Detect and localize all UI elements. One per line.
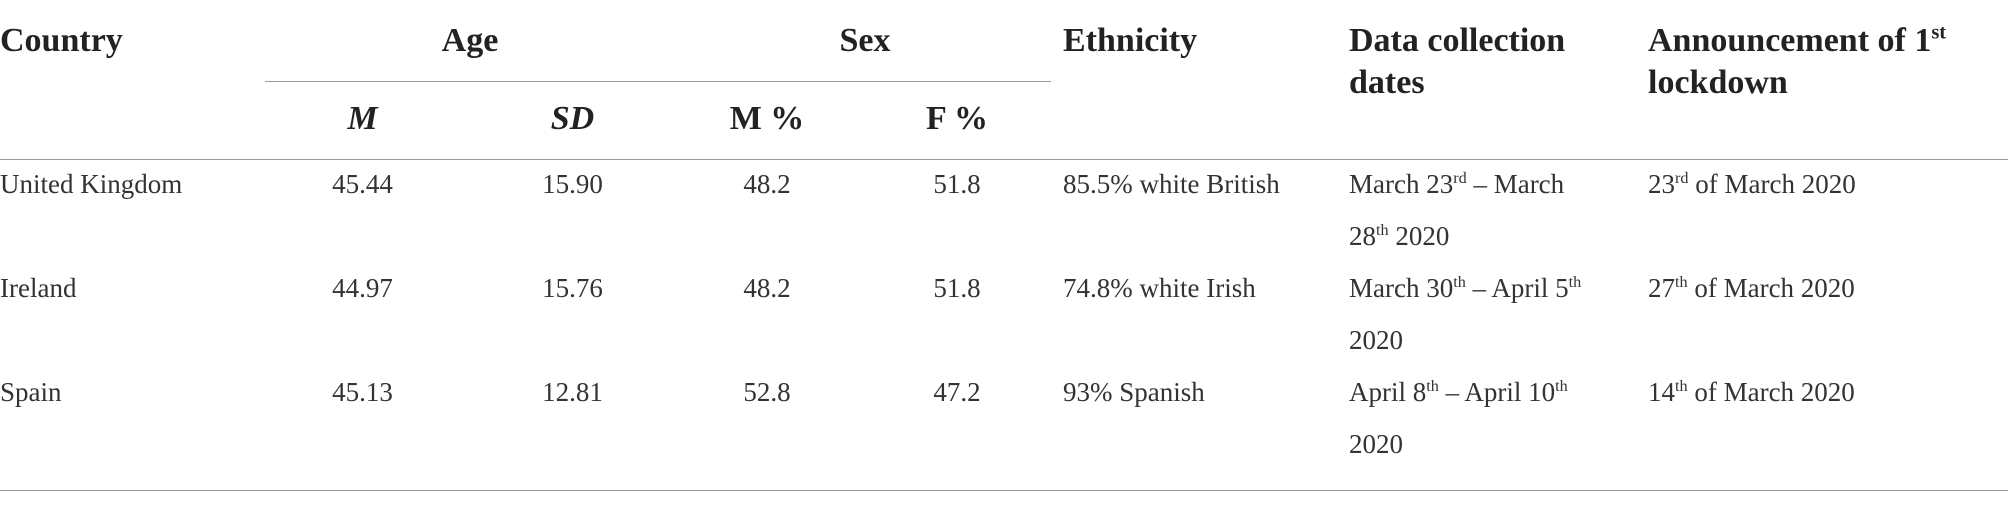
text-run: – March 28 — [1349, 169, 1565, 251]
cell-male-pct: 48.2 — [743, 273, 791, 303]
cell-country: Spain — [0, 377, 62, 407]
header-lockdown-superscript: st — [1931, 21, 1947, 44]
text-run: 2020 — [1349, 429, 1403, 459]
group-header-rule — [265, 81, 1051, 82]
header-country: Country — [0, 22, 123, 59]
ordinal-superscript: th — [1555, 377, 1568, 395]
table-bottom-rule — [0, 490, 2008, 491]
text-run: of March 2020 — [1688, 169, 1856, 199]
header-lockdown-text-end: lockdown — [1648, 64, 1788, 101]
text-run: 2020 — [1349, 325, 1403, 355]
text-run: 14 — [1648, 377, 1675, 407]
ordinal-superscript: th — [1675, 377, 1688, 395]
subheader-sex-female: F % — [925, 100, 988, 137]
cell-lockdown-announcement: 27th of March 2020 — [1648, 262, 1855, 314]
cell-age-mean: 44.97 — [332, 273, 393, 303]
subheader-sex-male: M % — [729, 100, 805, 137]
ordinal-superscript: rd — [1453, 169, 1467, 187]
ordinal-superscript: th — [1675, 273, 1688, 291]
text-run: – April 10 — [1438, 377, 1556, 407]
header-bottom-rule — [0, 159, 2008, 160]
cell-country: United Kingdom — [0, 169, 183, 199]
cell-age-mean: 45.13 — [332, 377, 393, 407]
header-lockdown-text: Announcement of 1 — [1648, 22, 1932, 59]
text-run: March 23 — [1349, 169, 1454, 199]
cell-lockdown-announcement: 23rd of March 2020 — [1648, 158, 1856, 210]
text-run: April 8 — [1349, 377, 1427, 407]
cell-male-pct: 48.2 — [743, 169, 791, 199]
cell-female-pct: 51.8 — [933, 169, 981, 199]
text-run: March 30 — [1349, 273, 1454, 303]
header-sex: Sex — [839, 22, 891, 59]
cell-age-sd: 12.81 — [542, 377, 603, 407]
cell-lockdown-announcement: 14th of March 2020 — [1648, 366, 1855, 418]
ordinal-superscript: rd — [1675, 169, 1689, 187]
header-age: Age — [441, 22, 499, 59]
cell-age-mean: 45.44 — [332, 169, 393, 199]
cell-data-collection-dates: March 23rd – March 28th 2020 — [1349, 158, 1604, 262]
cell-female-pct: 51.8 — [933, 273, 981, 303]
cell-male-pct: 52.8 — [743, 377, 791, 407]
header-data-collection-dates: Data collection dates — [1349, 22, 1566, 101]
cell-age-sd: 15.90 — [542, 169, 603, 199]
cell-data-collection-dates: March 30th – April 5th 2020 — [1349, 262, 1604, 366]
text-run: of March 2020 — [1687, 377, 1855, 407]
cell-data-collection-dates: April 8th – April 10th 2020 — [1349, 366, 1604, 470]
text-run: 2020 — [1388, 221, 1450, 251]
text-run: – April 5 — [1465, 273, 1569, 303]
text-run: 23 — [1648, 169, 1675, 199]
cell-country: Ireland — [0, 273, 77, 303]
ordinal-superscript: th — [1453, 273, 1466, 291]
subheader-age-sd: SD — [550, 100, 595, 137]
header-ethnicity: Ethnicity — [1063, 22, 1198, 59]
ordinal-superscript: th — [1376, 221, 1389, 239]
ordinal-superscript: th — [1426, 377, 1439, 395]
text-run: of March 2020 — [1687, 273, 1855, 303]
text-run: 27 — [1648, 273, 1675, 303]
cell-ethnicity: 93% Spanish — [1063, 377, 1205, 407]
cell-age-sd: 15.76 — [542, 273, 603, 303]
cell-female-pct: 47.2 — [933, 377, 981, 407]
cell-ethnicity: 85.5% white British — [1063, 169, 1280, 199]
cell-ethnicity: 74.8% white Irish — [1063, 273, 1256, 303]
header-lockdown-announcement: Announcement of 1st lockdown — [1648, 20, 1993, 104]
subheader-age-mean: M — [347, 100, 378, 137]
ordinal-superscript: th — [1568, 273, 1582, 291]
